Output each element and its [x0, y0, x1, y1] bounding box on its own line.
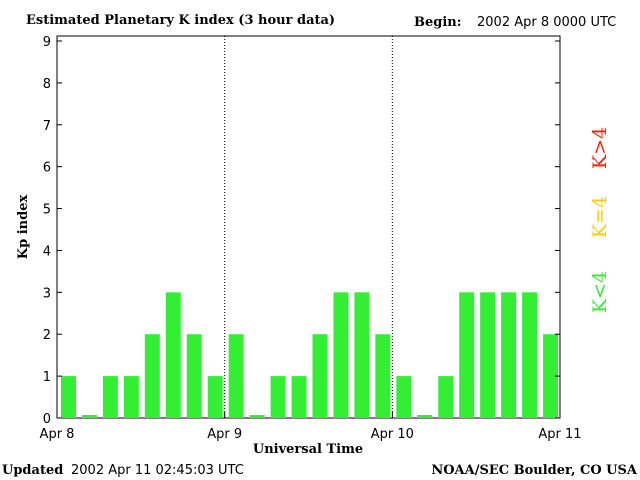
bar-13: [333, 292, 349, 418]
bar-12: [312, 334, 328, 418]
bar-22: [522, 292, 538, 418]
y-tick-label-1: 1: [43, 370, 51, 385]
bar-20: [480, 292, 496, 418]
y-axis-ticks: 0 1 2 3 4 5 6 7 8 9: [43, 35, 560, 427]
bar-0: [61, 376, 76, 418]
bar-19: [459, 292, 475, 418]
y-tick-label-4: 4: [43, 244, 51, 259]
chart-title: Estimated Planetary K index (3 hour data…: [26, 13, 335, 28]
bar-2: [102, 376, 118, 418]
bar-10: [270, 376, 286, 418]
bar-21: [501, 292, 517, 418]
bar-16: [396, 376, 412, 418]
x-axis-day-labels: Apr 8 Apr 9 Apr 10 Apr 11: [40, 412, 582, 442]
bar-6: [186, 334, 202, 418]
bar-5: [165, 292, 181, 418]
updated-value: 2002 Apr 11 02:45:03 UTC: [71, 463, 244, 478]
updated-label: Updated: [2, 463, 63, 478]
y-tick-label-8: 8: [43, 77, 51, 92]
y-tick-label-5: 5: [43, 203, 51, 218]
x-tick-label-2: Apr 10: [371, 427, 414, 442]
bar-11: [291, 376, 307, 418]
legend: K<4 K=4 K>4: [589, 127, 611, 313]
y-tick-label-3: 3: [43, 286, 51, 301]
bar-15: [375, 334, 391, 418]
x-axis-label: Universal Time: [253, 442, 363, 457]
y-axis-label: Kp index: [16, 195, 31, 260]
source-credit: NOAA/SEC Boulder, CO USA: [431, 463, 638, 478]
bar-8: [228, 334, 244, 418]
bar-14: [354, 292, 370, 418]
day-dividers: [224, 36, 393, 418]
legend-item-1: K=4: [589, 196, 611, 238]
bar-18: [438, 376, 454, 418]
bar-3: [123, 376, 139, 418]
x-tick-label-0: Apr 8: [40, 427, 75, 442]
bars: [61, 292, 558, 418]
y-tick-label-6: 6: [43, 161, 51, 176]
bar-4: [144, 334, 160, 418]
bar-7: [207, 376, 223, 418]
legend-item-0: K<4: [589, 271, 611, 313]
plot-frame: [56, 35, 561, 419]
bar-23: [543, 334, 558, 418]
x-tick-label-1: Apr 9: [207, 427, 242, 442]
begin-label: Begin:: [414, 15, 462, 30]
bar-1: [81, 415, 97, 418]
begin-value: 2002 Apr 8 0000 UTC: [477, 15, 616, 30]
bar-17: [417, 415, 433, 418]
y-tick-label-0: 0: [43, 412, 51, 427]
legend-item-2: K>4: [589, 127, 611, 169]
bar-9: [249, 415, 265, 418]
y-tick-label-7: 7: [43, 119, 51, 134]
x-tick-label-3: Apr 11: [538, 427, 581, 442]
y-tick-label-2: 2: [43, 328, 51, 343]
y-tick-label-9: 9: [43, 35, 51, 50]
